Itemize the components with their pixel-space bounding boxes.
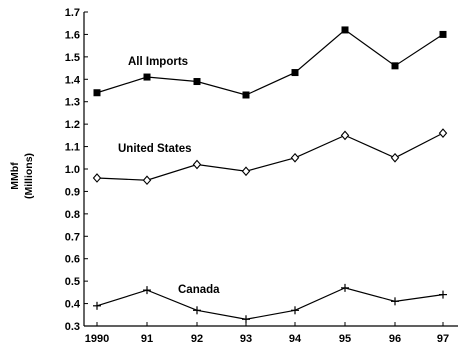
data-point-plus — [291, 306, 299, 315]
y-tick-label: 0.5 — [65, 276, 80, 288]
y-tick-label: 0.9 — [65, 186, 80, 198]
y-tick-label: 1.1 — [65, 142, 80, 154]
data-point-diamond — [390, 152, 400, 163]
x-tick-label: 1990 — [85, 333, 109, 345]
data-point-plus — [242, 315, 250, 324]
data-point-square — [93, 89, 101, 97]
data-point-plus — [143, 286, 151, 295]
y-axis-ticks: 0.3 0.4 0.5 0.6 0.7 0.8 0.9 1.0 1.1 1.2 1.3 1.4 1.5 1… — [65, 7, 88, 333]
series-labels: All Imports United States Canada — [118, 56, 220, 296]
series-group — [92, 26, 448, 324]
data-point-diamond — [192, 159, 202, 170]
data-point-square — [143, 73, 151, 81]
data-point-plus — [193, 306, 201, 315]
y-tick-label: 1.6 — [65, 29, 80, 41]
data-point-square — [242, 91, 250, 99]
data-point-plus — [341, 283, 349, 292]
data-point-plus — [391, 297, 399, 306]
series-label: All Imports — [128, 56, 188, 68]
y-tick-label: 1.0 — [65, 164, 80, 176]
series-label: Canada — [178, 284, 220, 296]
data-point-plus — [93, 301, 101, 310]
y-tick-label: 1.4 — [65, 74, 81, 86]
x-tick-label: 96 — [389, 333, 401, 345]
series-label: United States — [118, 143, 192, 155]
data-point-square — [391, 62, 399, 70]
y-tick-label: 0.3 — [65, 321, 80, 333]
data-point-square — [341, 26, 349, 34]
y-tick-label: 1.2 — [65, 119, 80, 131]
data-point-diamond — [290, 152, 300, 163]
x-axis-ticks: 1990 91 92 93 94 95 96 97 — [85, 322, 449, 345]
y-tick-label: 0.6 — [65, 254, 80, 266]
y-tick-label: 0.4 — [65, 299, 81, 311]
series-line — [96, 29, 444, 96]
x-tick-label: 92 — [191, 333, 203, 345]
x-tick-label: 93 — [240, 333, 252, 345]
x-tick-label: 95 — [339, 333, 351, 345]
y-axis-subtitle: (Millions) — [23, 153, 35, 199]
y-axis-title: MMbf — [9, 162, 21, 190]
y-tick-label: 0.8 — [65, 209, 80, 221]
y-tick-label: 0.7 — [65, 231, 80, 243]
data-point-diamond — [438, 128, 448, 138]
data-point-diamond — [142, 175, 152, 186]
series-line — [96, 132, 444, 181]
data-point-square — [193, 78, 201, 86]
data-point-plus — [439, 290, 447, 299]
series-line — [96, 287, 444, 320]
x-tick-label: 94 — [289, 333, 302, 345]
data-point-square — [439, 30, 447, 38]
x-tick-label: 97 — [437, 333, 449, 345]
x-tick-label: 91 — [141, 333, 153, 345]
y-tick-label: 1.7 — [65, 7, 80, 19]
data-point-diamond — [241, 166, 251, 177]
data-point-square — [291, 69, 299, 77]
data-point-diamond — [92, 173, 102, 183]
y-tick-label: 1.5 — [65, 52, 80, 64]
y-tick-label: 1.3 — [65, 97, 80, 109]
data-point-diamond — [340, 130, 350, 141]
